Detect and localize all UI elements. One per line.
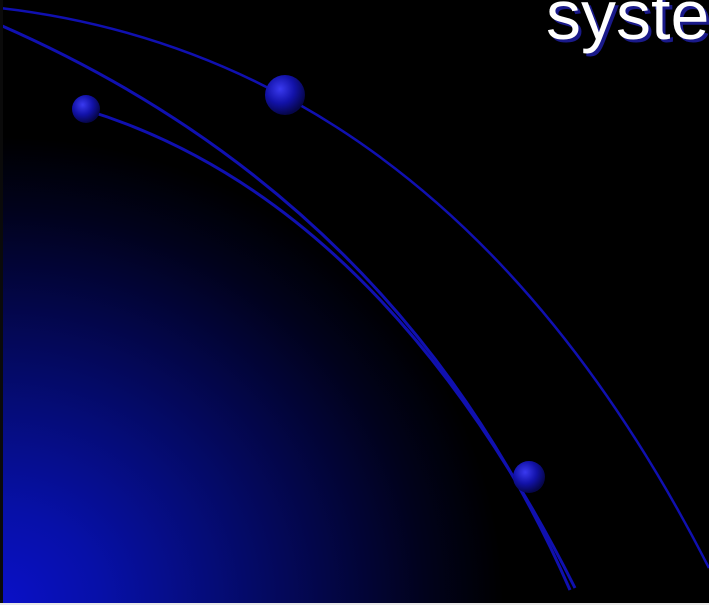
slide-bottom-edge: [0, 603, 709, 605]
orbit-arc-outer: [0, 6, 709, 569]
orbit-planet-lower: [513, 461, 545, 493]
orbit-arc-inner: [85, 108, 577, 589]
orbit-planet-large: [265, 75, 305, 115]
slide-left-edge: [0, 0, 3, 605]
orbit-planet-small: [72, 95, 100, 123]
slide-title: syste: [546, 0, 709, 54]
